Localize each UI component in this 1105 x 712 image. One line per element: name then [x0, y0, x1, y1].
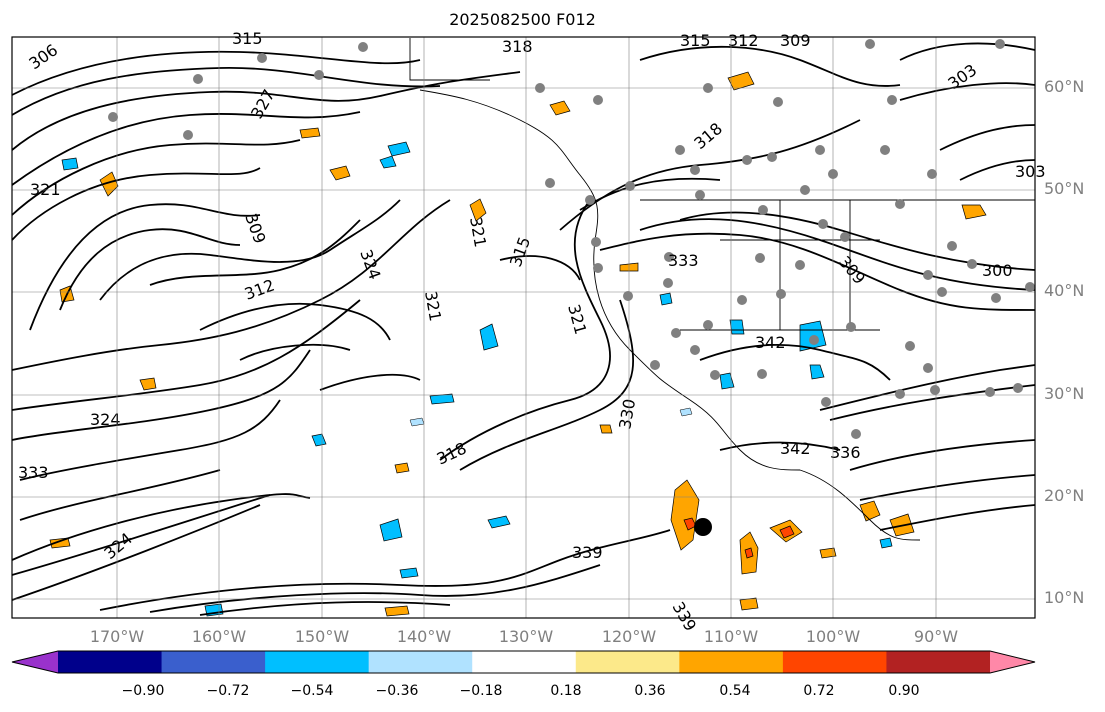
- contour-label: 312: [242, 275, 277, 303]
- graticule: [12, 37, 1035, 618]
- colorbar-segment: [161, 651, 266, 673]
- light-negative-anomaly-patches: [409, 407, 693, 427]
- lat-label: 10°N: [1044, 588, 1085, 607]
- colorbar-tick-label: −0.36: [375, 683, 419, 699]
- contour-label: 309: [241, 211, 269, 246]
- colorbar-outline: [11, 650, 1036, 674]
- colorbar-tick-label: 0.36: [634, 683, 666, 699]
- contour-label: 339: [572, 543, 603, 562]
- contour-label: 312: [728, 31, 759, 50]
- contour-label: 342: [755, 333, 786, 352]
- contour-label: 333: [18, 463, 49, 482]
- lon-label: 100°W: [805, 627, 861, 646]
- contour-label: 315: [680, 31, 711, 50]
- map-frame: [11, 36, 1036, 619]
- contour-label: 342: [780, 439, 811, 458]
- contour-label: 318: [690, 119, 726, 153]
- colorbar-segment: [886, 651, 991, 673]
- lon-label: 170°W: [89, 627, 145, 646]
- contour-label: 309: [835, 252, 869, 288]
- colorbar-tick-label: 0.54: [719, 683, 751, 699]
- contour-label: 336: [830, 443, 861, 462]
- contour-label: 324: [90, 410, 121, 429]
- negative-anomaly-patches: [61, 141, 893, 617]
- lon-label: 120°W: [601, 627, 657, 646]
- colorbar-segment: [265, 651, 370, 673]
- lon-label: 160°W: [191, 627, 247, 646]
- contour-lines: [11, 42, 1036, 616]
- lon-label: 140°W: [396, 627, 452, 646]
- contour-label: 333: [668, 251, 699, 270]
- contour-label: 315: [232, 29, 263, 48]
- colorbar-tick-label: 0.90: [888, 683, 920, 699]
- lon-label: 90°W: [913, 627, 959, 646]
- lon-label: 130°W: [498, 627, 554, 646]
- contour-label: 309: [780, 31, 811, 50]
- colorbar-tick-label: −0.72: [206, 683, 250, 699]
- colorbar-tick-label: −0.54: [290, 683, 334, 699]
- colorbar-segment: [368, 651, 473, 673]
- coastlines: [409, 38, 1035, 541]
- station-markers: [108, 39, 1035, 439]
- contour-label: 321: [421, 289, 445, 322]
- contour-label: 303: [1015, 162, 1046, 181]
- contour-label: 321: [30, 180, 61, 199]
- lat-label: 30°N: [1044, 384, 1085, 403]
- lat-label: 20°N: [1044, 486, 1085, 505]
- contour-label: 300: [982, 261, 1013, 280]
- colorbar-segment: [679, 651, 784, 673]
- lon-label: 110°W: [703, 627, 759, 646]
- lat-label: 40°N: [1044, 281, 1085, 300]
- contour-label: 330: [615, 397, 639, 430]
- contour-label: 315: [506, 234, 534, 269]
- contour-label: 306: [25, 40, 61, 73]
- map-content: 306 315 318 315 312 309 303 303 321 309 …: [11, 29, 1046, 635]
- colorbar-tick-label: −0.90: [121, 683, 165, 699]
- colorbar-segment: [472, 651, 577, 673]
- contour-label: 321: [466, 215, 490, 248]
- colorbar-tick-label: 0.18: [550, 683, 582, 699]
- colorbar-extend-high: [990, 651, 1035, 673]
- contour-label: 324: [356, 247, 384, 282]
- lat-label: 60°N: [1044, 77, 1085, 96]
- lon-label: 150°W: [294, 627, 350, 646]
- strong-positive-anomaly-patches: [683, 517, 795, 559]
- colorbar-tick-label: 0.72: [803, 683, 835, 699]
- map-title: 2025082500 F012: [449, 10, 596, 29]
- contour-label: 318: [502, 37, 533, 56]
- contour-label: 339: [669, 599, 701, 635]
- colorbar-tick-label: −0.18: [459, 683, 503, 699]
- colorbar-segment: [782, 651, 887, 673]
- contour-label: 324: [100, 529, 136, 563]
- colorbar-extend-low: [12, 651, 58, 673]
- lat-label: 50°N: [1044, 179, 1085, 198]
- colorbar-segment: [58, 651, 163, 673]
- colorbar-segment: [575, 651, 680, 673]
- contour-label: 321: [564, 302, 590, 336]
- colorbar: [11, 650, 1036, 674]
- storm-center-marker: [694, 518, 712, 536]
